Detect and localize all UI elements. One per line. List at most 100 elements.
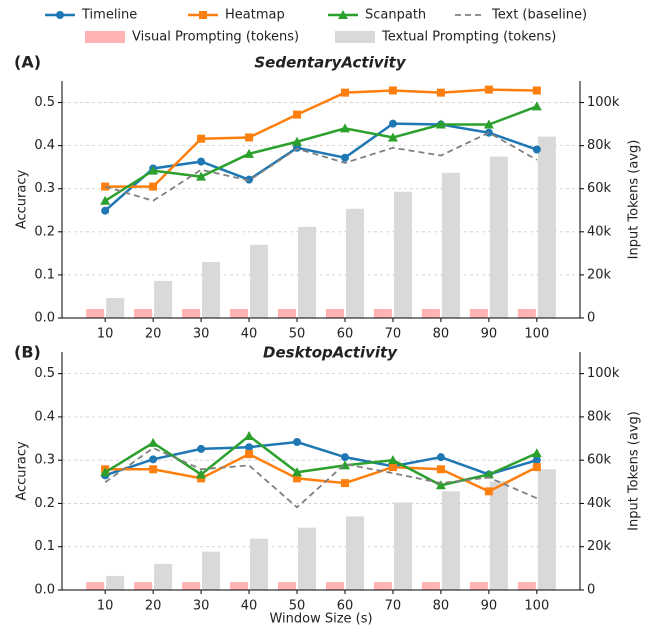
y-axis-label: Accuracy — [15, 441, 30, 501]
x-tick-label: 40 — [241, 327, 258, 342]
x-tick-label: 90 — [481, 599, 498, 614]
marker — [149, 182, 158, 191]
y-tick-label: 0.4 — [34, 138, 55, 153]
marker — [293, 110, 302, 119]
x-tick-label: 80 — [433, 327, 450, 342]
x-tick-label: 60 — [337, 327, 354, 342]
marker — [532, 456, 541, 465]
y2-tick-label: 100k — [587, 95, 620, 110]
panel-label: (B) — [14, 343, 41, 362]
marker — [245, 133, 254, 142]
bar — [106, 575, 125, 590]
marker — [532, 463, 541, 472]
bar — [202, 551, 221, 590]
bar — [278, 308, 297, 318]
bar — [325, 308, 344, 318]
bar — [154, 563, 173, 590]
line — [104, 105, 538, 202]
legend-label: Visual Prompting (tokens) — [132, 30, 299, 45]
marker — [292, 467, 303, 477]
marker — [196, 469, 207, 479]
marker — [197, 134, 206, 143]
marker — [340, 153, 349, 162]
marker — [100, 195, 111, 205]
line — [105, 88, 537, 188]
marker — [148, 437, 159, 447]
x-tick-label: 90 — [481, 327, 498, 342]
y2-tick-label: 40k — [587, 496, 612, 511]
marker — [484, 85, 493, 94]
x-tick-label: 30 — [193, 327, 210, 342]
x-tick-label: 70 — [385, 327, 402, 342]
y-axis-label: Accuracy — [15, 170, 30, 230]
bar — [154, 280, 173, 318]
y2-tick-label: 80k — [587, 409, 612, 424]
x-tick-label: 20 — [145, 599, 162, 614]
y2-tick-label: 0 — [587, 311, 595, 326]
bar — [134, 581, 153, 590]
marker — [245, 443, 254, 452]
marker — [244, 430, 255, 440]
bar — [250, 244, 269, 318]
bar — [489, 156, 508, 318]
x-tick-label: 10 — [97, 327, 114, 342]
marker — [101, 206, 110, 215]
bar — [441, 172, 460, 318]
bar — [393, 502, 412, 590]
y-tick-label: 0.2 — [34, 224, 55, 239]
marker — [149, 465, 158, 474]
y-tick-label: 0.3 — [34, 181, 55, 196]
bar — [250, 538, 269, 590]
legend-swatch — [85, 31, 125, 43]
marker — [484, 487, 493, 496]
legend-label: Scanpath — [365, 8, 426, 23]
legend-marker — [199, 11, 207, 19]
y-tick-label: 0.0 — [34, 583, 55, 598]
x-tick-label: 10 — [97, 599, 114, 614]
marker — [387, 132, 398, 142]
y2-tick-label: 0 — [587, 583, 595, 598]
panel-label: (A) — [14, 53, 41, 72]
bar — [182, 581, 201, 590]
y2-tick-label: 100k — [587, 366, 620, 381]
marker — [340, 88, 349, 97]
marker — [388, 463, 397, 472]
y-tick-label: 0.1 — [34, 539, 55, 554]
marker — [531, 448, 542, 458]
y2-tick-label: 40k — [587, 224, 612, 239]
x-axis-label: Window Size (s) — [269, 612, 372, 627]
x-tick-label: 30 — [193, 599, 210, 614]
y2-axis-label: Input Tokens (avg) — [627, 140, 642, 260]
y2-tick-label: 20k — [587, 267, 612, 282]
y2-tick-label: 60k — [587, 453, 612, 468]
marker — [435, 480, 446, 490]
y-tick-label: 0.3 — [34, 453, 55, 468]
x-tick-label: 60 — [337, 599, 354, 614]
chart-title: DesktopActivity — [263, 344, 398, 362]
bar — [537, 136, 556, 318]
bar — [298, 226, 317, 318]
bar — [345, 208, 364, 318]
marker — [436, 465, 445, 474]
bar — [373, 581, 392, 590]
bar — [441, 491, 460, 590]
marker — [483, 119, 494, 129]
bar — [278, 581, 297, 590]
bar — [421, 308, 440, 318]
line — [104, 434, 538, 487]
y-tick-label: 0.4 — [34, 409, 55, 424]
marker — [148, 165, 159, 175]
y-tick-label: 0.5 — [34, 366, 55, 381]
x-tick-label: 100 — [524, 327, 549, 342]
chart-title: SedentaryActivity — [254, 54, 406, 72]
bar — [202, 261, 221, 318]
y2-axis-label: Input Tokens (avg) — [627, 411, 642, 531]
bar — [537, 469, 556, 590]
bar — [373, 308, 392, 318]
y2-tick-label: 20k — [587, 539, 612, 554]
y2-tick-label: 60k — [587, 181, 612, 196]
x-tick-label: 50 — [289, 599, 306, 614]
bar — [182, 308, 201, 318]
marker — [244, 148, 255, 158]
